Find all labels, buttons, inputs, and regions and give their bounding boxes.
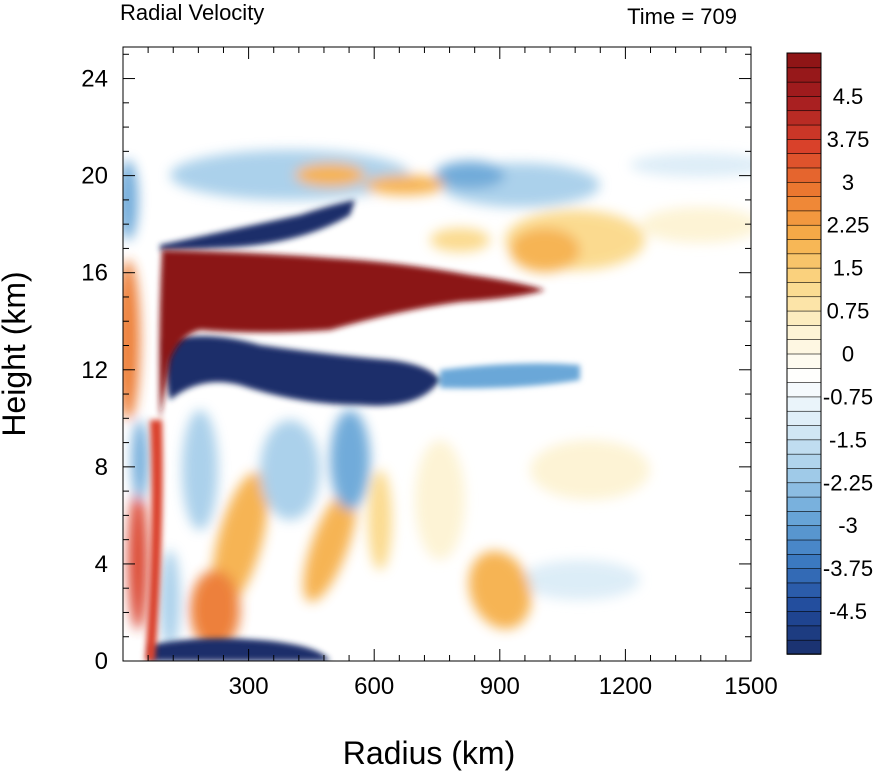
colorbar-bin xyxy=(786,625,822,641)
y-tick-label: 8 xyxy=(95,454,108,481)
colorbar-bin xyxy=(786,396,822,412)
colorbar-bin xyxy=(786,167,822,183)
colorbar-bin xyxy=(786,610,822,627)
y-tick-label: 16 xyxy=(81,260,108,287)
chart-title: Radial Velocity xyxy=(120,0,264,25)
y-tick-label: 0 xyxy=(95,648,108,675)
colorbar-tick-label: 0.75 xyxy=(827,299,870,324)
colorbar-tick-label: 2.25 xyxy=(827,213,870,238)
colorbar-tick-label: -4.5 xyxy=(829,599,867,624)
y-tick-label: 24 xyxy=(81,66,108,93)
colorbar-tick-label: 3 xyxy=(842,170,854,195)
x-axis-title: Radius (km) xyxy=(343,735,515,771)
time-label: Time = 709 xyxy=(627,4,737,29)
colorbar-bin xyxy=(786,639,822,655)
x-axis: 300 600 900 1200 1500 xyxy=(147,47,778,700)
colorbar: 4.5 3.75 3 2.25 1.5 0.75 0 -0.75 -1.5 -2.25 -3 -3.7… xyxy=(786,52,873,655)
colorbar-bin xyxy=(786,324,822,340)
colorbar-bin xyxy=(786,353,822,369)
colorbar-tick-label: 0 xyxy=(842,342,854,367)
colorbar-bin xyxy=(786,367,822,383)
x-tick-label: 600 xyxy=(354,673,394,700)
colorbar-bin xyxy=(786,95,822,112)
y-tick-label: 4 xyxy=(95,551,108,578)
colorbar-bin xyxy=(786,138,822,154)
colorbar-bin xyxy=(786,267,822,283)
x-tick-label: 1200 xyxy=(599,673,652,700)
colorbar-bin xyxy=(786,195,822,212)
x-tick-label: 1500 xyxy=(724,673,777,700)
colorbar-bin xyxy=(786,496,822,512)
colorbar-bin xyxy=(786,467,822,484)
y-tick-label: 20 xyxy=(81,163,108,190)
colorbar-tick-label: -1.5 xyxy=(829,427,867,452)
velocity-field xyxy=(123,150,751,661)
colorbar-bin xyxy=(786,596,822,612)
colorbar-tick-label: 1.5 xyxy=(833,256,864,281)
colorbar-bin xyxy=(786,210,822,226)
colorbar-bin xyxy=(786,295,822,312)
colorbar-bin xyxy=(786,582,822,598)
colorbar-bin xyxy=(786,453,822,469)
colorbar-bin xyxy=(786,424,822,441)
colorbar-bin xyxy=(786,281,822,298)
colorbar-tick-label: 4.5 xyxy=(833,84,864,109)
colorbar-bin xyxy=(786,253,822,269)
colorbar-bin xyxy=(786,152,822,169)
y-axis-title: Height (km) xyxy=(0,271,32,436)
colorbar-bin xyxy=(786,310,822,326)
colorbar-bin xyxy=(786,238,822,255)
plot-frame xyxy=(122,46,752,662)
colorbar-bin xyxy=(786,539,822,555)
colorbar-bin xyxy=(786,109,822,126)
colorbar-tick-label: -2.25 xyxy=(823,470,873,495)
x-tick-label: 300 xyxy=(229,673,269,700)
colorbar-bin xyxy=(786,124,822,140)
y-tick-label: 12 xyxy=(81,357,108,384)
colorbar-bin xyxy=(786,510,822,527)
colorbar-bin xyxy=(786,410,822,426)
y-axis: 0 4 8 12 16 20 24 xyxy=(81,53,751,675)
colorbar-bin xyxy=(786,553,822,569)
colorbar-tick-label: -3.75 xyxy=(823,556,873,581)
colorbar-bin xyxy=(786,338,822,355)
colorbar-tick-label: -0.75 xyxy=(823,384,873,409)
colorbar-bin xyxy=(786,481,822,498)
colorbar-frame xyxy=(786,52,822,655)
x-tick-label: 900 xyxy=(480,673,520,700)
colorbar-bin xyxy=(786,567,822,584)
colorbar-tick-label: -3 xyxy=(838,513,858,538)
colorbar-bin xyxy=(786,439,822,455)
colorbar-bin xyxy=(786,67,822,83)
colorbar-bin xyxy=(786,224,822,240)
colorbar-bin xyxy=(786,524,822,541)
colorbar-bin xyxy=(786,381,822,398)
colorbar-bin xyxy=(786,181,822,197)
colorbar-bin xyxy=(786,81,822,97)
colorbar-bin xyxy=(786,52,822,69)
colorbar-tick-label: 3.75 xyxy=(827,127,870,152)
